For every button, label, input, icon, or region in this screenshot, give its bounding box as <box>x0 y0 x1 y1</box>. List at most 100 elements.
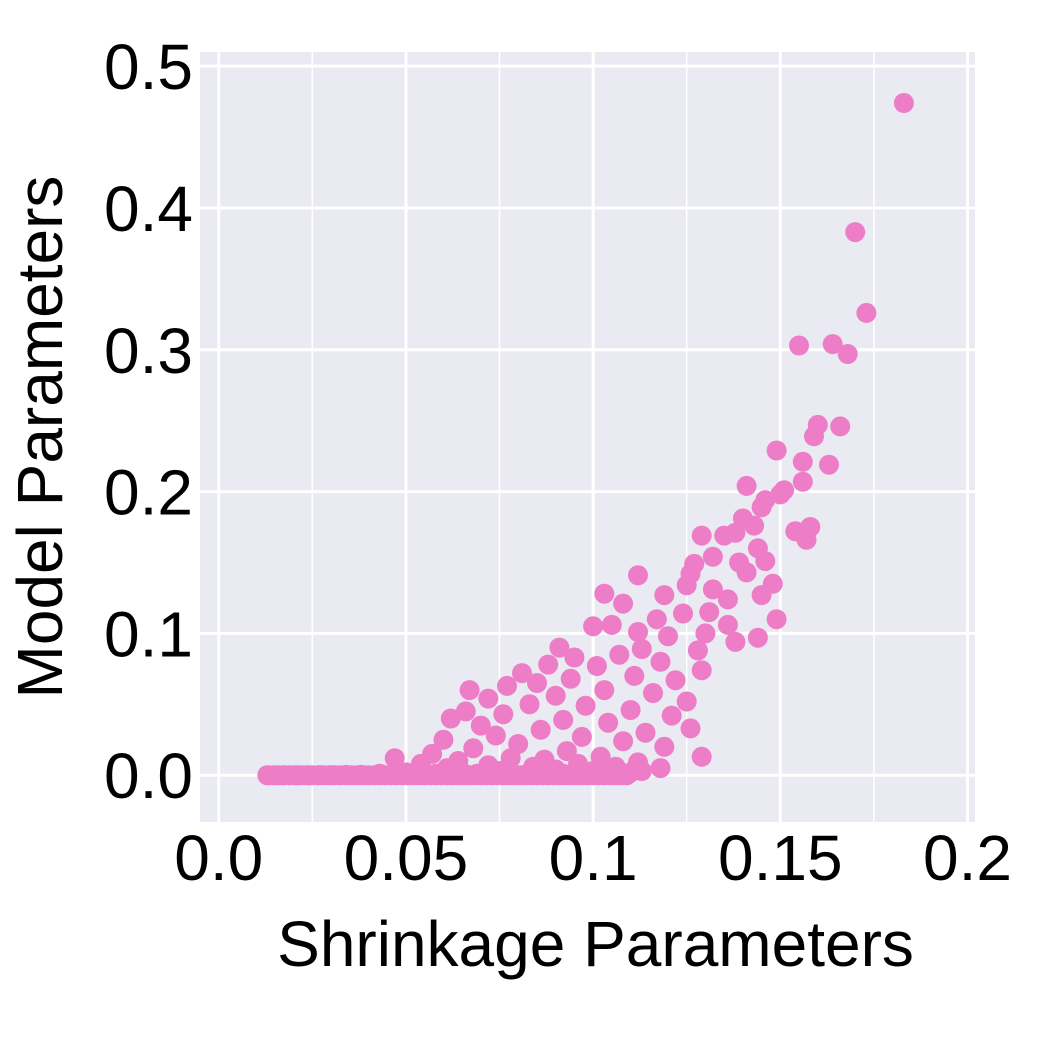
data-point <box>691 746 712 767</box>
data-point <box>650 758 671 779</box>
data-point <box>766 609 787 630</box>
data-point <box>643 683 663 703</box>
data-point <box>512 663 532 684</box>
data-point <box>470 715 491 736</box>
data-point <box>893 93 914 113</box>
data-point <box>792 471 813 492</box>
data-point <box>736 475 757 496</box>
data-point <box>613 593 634 614</box>
data-point <box>530 719 551 740</box>
y-tick-labels: 0.0 0.1 0.2 0.3 0.4 0.5 <box>104 31 193 812</box>
data-point <box>616 765 637 786</box>
data-point <box>631 639 652 659</box>
data-point <box>658 626 678 647</box>
data-point <box>575 695 596 716</box>
data-point <box>725 522 746 543</box>
y-tick-label: 0.2 <box>104 457 193 529</box>
data-point <box>830 416 851 437</box>
data-point <box>433 729 454 750</box>
data-points <box>257 93 914 786</box>
data-point <box>628 565 648 586</box>
y-tick-label: 0.4 <box>104 173 193 245</box>
data-point <box>796 529 817 550</box>
data-point <box>725 631 746 652</box>
data-point <box>519 694 540 715</box>
data-point <box>702 579 723 600</box>
x-tick-labels: 0.0 0.05 0.1 0.15 0.2 <box>174 822 1012 894</box>
data-point <box>770 484 791 505</box>
data-point <box>680 718 701 739</box>
data-point <box>624 665 645 686</box>
data-point <box>856 302 877 323</box>
data-point <box>792 451 813 472</box>
data-point <box>601 614 622 635</box>
data-point <box>545 685 566 706</box>
data-point <box>635 722 656 743</box>
x-axis-label: Shrinkage Parameters <box>277 908 914 980</box>
data-point <box>819 454 839 475</box>
data-point <box>654 585 675 606</box>
y-tick-label: 0.0 <box>104 740 193 812</box>
data-point <box>459 680 480 701</box>
data-point <box>717 614 738 635</box>
data-point <box>646 609 667 630</box>
data-point <box>493 704 514 725</box>
data-point <box>564 647 585 668</box>
plot-area <box>200 52 975 822</box>
data-point <box>822 334 843 355</box>
data-point <box>755 551 776 572</box>
data-point <box>845 222 866 243</box>
data-point <box>837 344 858 364</box>
data-point <box>665 670 686 691</box>
data-point <box>609 644 630 665</box>
x-tick-label: 0.15 <box>718 822 843 894</box>
data-point <box>538 654 559 675</box>
data-point <box>676 575 697 596</box>
data-point <box>751 497 772 518</box>
data-point <box>549 637 570 658</box>
data-point <box>598 712 619 733</box>
data-point <box>676 691 697 712</box>
data-point <box>661 705 682 726</box>
data-point <box>440 708 461 729</box>
data-point <box>695 623 716 644</box>
data-point <box>384 748 405 769</box>
data-point <box>744 515 765 536</box>
x-tick-label: 0.1 <box>549 822 638 894</box>
data-point <box>553 709 574 730</box>
data-point <box>497 675 517 696</box>
x-tick-label: 0.05 <box>344 822 469 894</box>
data-point <box>583 616 604 637</box>
y-tick-label: 0.1 <box>104 598 193 670</box>
data-point <box>560 668 581 689</box>
data-point <box>789 335 809 356</box>
data-point <box>747 627 768 648</box>
data-point <box>613 731 634 752</box>
data-point <box>485 725 506 746</box>
data-point <box>699 602 720 623</box>
data-point <box>594 680 615 701</box>
y-tick-label: 0.3 <box>104 315 193 387</box>
data-point <box>620 700 641 720</box>
data-point <box>717 589 738 610</box>
data-point <box>751 585 772 606</box>
data-point <box>463 738 484 759</box>
data-point <box>702 546 723 567</box>
data-point <box>478 688 499 709</box>
data-point <box>673 603 693 624</box>
x-tick-label: 0.0 <box>174 822 263 894</box>
data-point <box>527 673 547 693</box>
data-point <box>586 656 607 676</box>
data-point <box>594 583 615 604</box>
data-point <box>650 651 671 672</box>
y-axis-label: Model Parameters <box>4 176 76 699</box>
data-point <box>687 640 708 661</box>
data-point <box>736 562 757 583</box>
data-point <box>628 622 648 642</box>
data-point <box>691 660 712 681</box>
data-point <box>804 426 824 447</box>
x-tick-label: 0.2 <box>923 822 1012 894</box>
y-tick-label: 0.5 <box>104 31 193 103</box>
